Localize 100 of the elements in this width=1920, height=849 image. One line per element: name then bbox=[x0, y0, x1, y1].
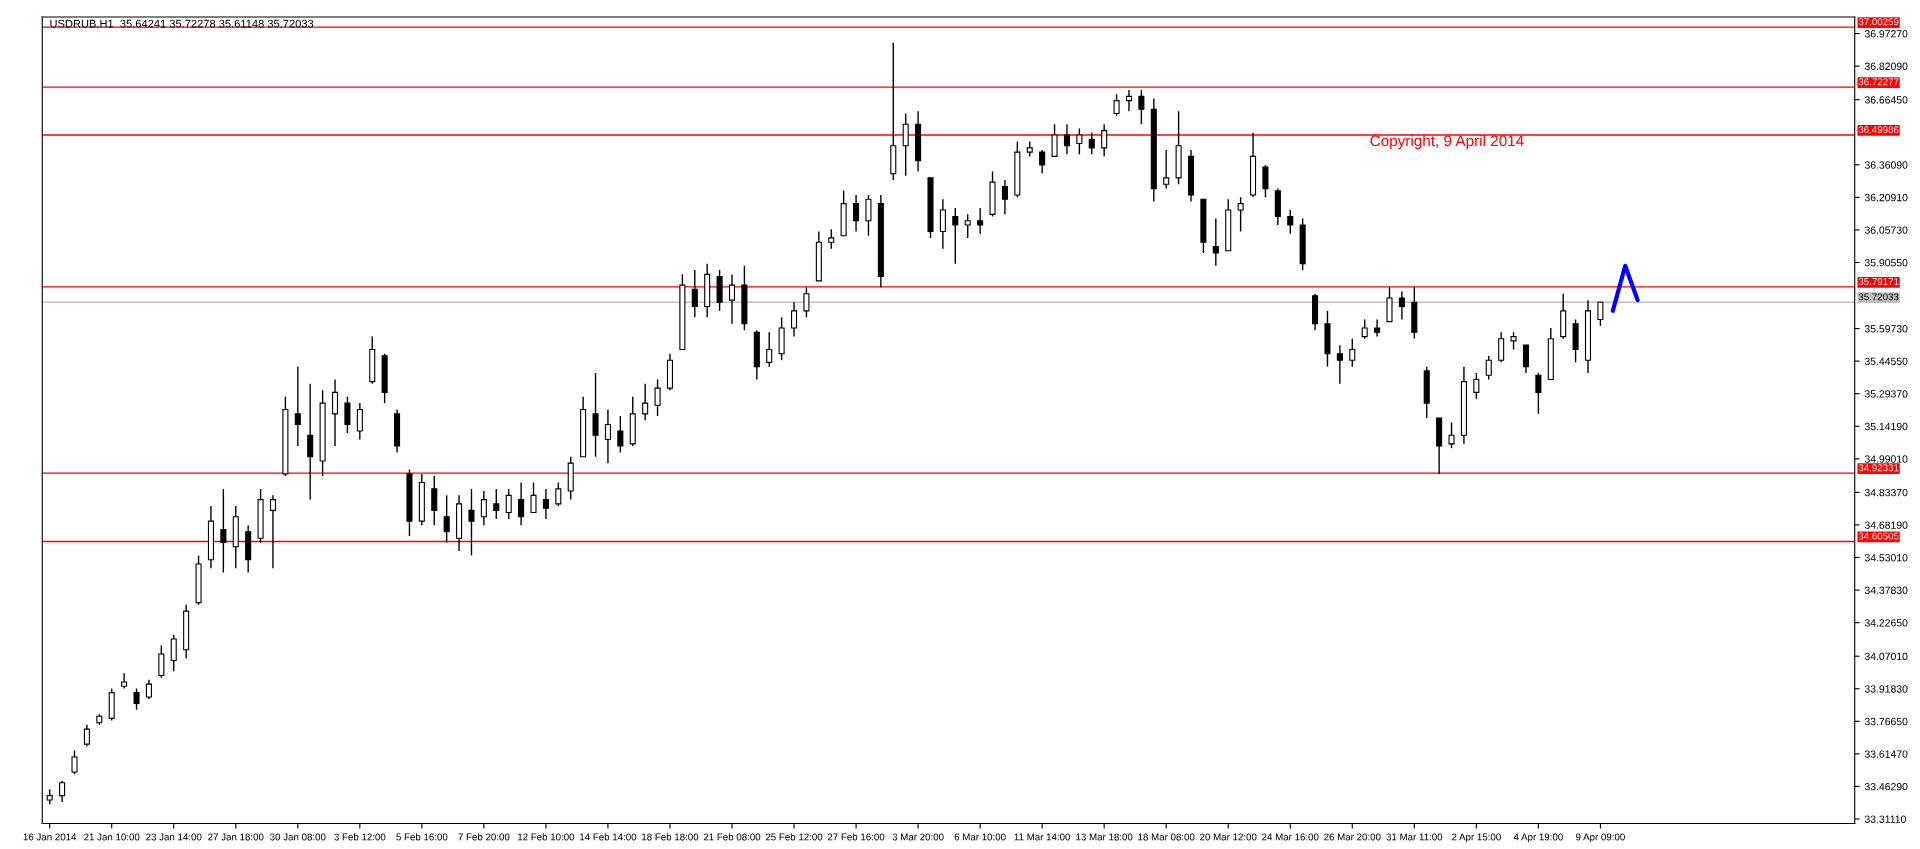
y-tick-label: 35.14190 bbox=[1864, 422, 1908, 431]
x-tick-label: 13 Mar 18:00 bbox=[1076, 833, 1133, 841]
candlestick bbox=[902, 112, 909, 177]
x-tick-label: 18 Mar 08:00 bbox=[1138, 833, 1195, 841]
y-tick-label: 34.83370 bbox=[1864, 488, 1908, 497]
candlestick bbox=[1001, 179, 1008, 216]
candlestick bbox=[1063, 123, 1070, 155]
ref-line-label: 37.00259 bbox=[1858, 18, 1899, 26]
candlestick bbox=[977, 207, 984, 235]
candlestick bbox=[530, 481, 537, 514]
x-tick-label: 4 Apr 19:00 bbox=[1513, 833, 1563, 843]
x-tick-label: 16 Jan 2014 bbox=[23, 833, 77, 841]
candlestick bbox=[1039, 149, 1046, 175]
candlestick bbox=[853, 194, 860, 233]
candlestick bbox=[1361, 318, 1368, 340]
x-tick-label: 3 Feb 12:00 bbox=[334, 833, 386, 841]
candlestick bbox=[728, 273, 736, 325]
x-tick-label: 11 Mar 14:00 bbox=[1014, 833, 1071, 841]
candlestick bbox=[1398, 290, 1405, 321]
y-tick-label: 33.61470 bbox=[1864, 750, 1908, 758]
x-tick-label: 18 Feb 18:00 bbox=[642, 833, 699, 841]
candlestick bbox=[1535, 372, 1542, 415]
candlestick bbox=[691, 269, 698, 318]
candlestick bbox=[952, 207, 959, 265]
y-tick-label: 36.20910 bbox=[1864, 193, 1908, 202]
candlestick bbox=[505, 488, 512, 520]
candlestick bbox=[1088, 132, 1095, 155]
candlestick bbox=[158, 644, 165, 679]
y-tick-label: 36.97270 bbox=[1864, 30, 1908, 38]
candlestick bbox=[83, 724, 90, 748]
candlestick bbox=[654, 378, 661, 417]
x-tick-label: 6 Mar 10:00 bbox=[954, 833, 1006, 841]
candlestick bbox=[1125, 89, 1133, 113]
candlestick bbox=[964, 213, 971, 239]
candlestick bbox=[1163, 149, 1170, 190]
x-tick-label: 21 Feb 08:00 bbox=[703, 833, 761, 841]
candlestick bbox=[1212, 217, 1219, 267]
candlestick bbox=[1051, 123, 1058, 158]
candlestick bbox=[1485, 355, 1492, 381]
y-tick-label: 34.99010 bbox=[1864, 455, 1908, 463]
y-tick-label: 34.68190 bbox=[1864, 521, 1908, 529]
candlestick bbox=[1237, 196, 1244, 233]
y-tick-label: 35.59730 bbox=[1864, 325, 1908, 333]
x-tick-label: 27 Jan 18:00 bbox=[208, 833, 264, 841]
ref-line-label: 35.79171 bbox=[1858, 278, 1899, 285]
candlestick bbox=[865, 194, 872, 237]
candlestick bbox=[1287, 209, 1294, 235]
candlestick bbox=[1498, 331, 1505, 364]
candlestick bbox=[790, 301, 798, 338]
candlestick bbox=[766, 331, 773, 368]
ref-line-label: 34.60505 bbox=[1858, 532, 1899, 540]
x-tick-label: 20 Mar 12:00 bbox=[1200, 833, 1257, 841]
x-tick-label: 31 Mar 11:00 bbox=[1386, 833, 1443, 841]
y-tick-label: 34.37830 bbox=[1864, 586, 1908, 594]
y-tick-label: 33.31110 bbox=[1864, 815, 1906, 823]
x-tick-label: 27 Feb 16:00 bbox=[827, 833, 885, 841]
y-tick-label: 36.05730 bbox=[1864, 226, 1908, 234]
y-tick-label: 33.46290 bbox=[1864, 782, 1908, 791]
candlestick bbox=[1101, 123, 1108, 158]
candlestick bbox=[1522, 344, 1530, 374]
candlestick bbox=[480, 490, 487, 527]
y-tick-label: 33.91830 bbox=[1864, 685, 1908, 693]
candlestick bbox=[828, 228, 835, 250]
ref-line-label: 35.72033 bbox=[1858, 293, 1899, 301]
candlestick bbox=[145, 679, 152, 700]
candlestick bbox=[1448, 421, 1455, 449]
chart-title: USDRUB.H1 35.64241 35.72278 35.61148 35.72033 bbox=[50, 19, 314, 28]
x-tick-label: 23 Jan 14:00 bbox=[146, 833, 202, 841]
y-tick-label: 34.22650 bbox=[1864, 619, 1908, 627]
candlestick bbox=[307, 383, 314, 501]
candlestick bbox=[443, 494, 450, 544]
x-tick-label: 3 Mar 20:00 bbox=[892, 833, 944, 841]
x-tick-label: 14 Feb 14:00 bbox=[580, 833, 637, 841]
candlestick bbox=[220, 488, 227, 574]
candlestick bbox=[642, 383, 649, 421]
candlestick bbox=[331, 378, 339, 447]
y-tick-label: 34.07010 bbox=[1864, 652, 1908, 661]
x-tick-label: 25 Feb 12:00 bbox=[765, 833, 823, 841]
y-tick-label: 35.90550 bbox=[1864, 258, 1908, 267]
candlestick bbox=[1262, 164, 1269, 198]
y-tick-label: 36.82090 bbox=[1864, 62, 1908, 70]
candlestick bbox=[617, 415, 624, 454]
candlestick bbox=[468, 488, 475, 557]
candlestick bbox=[604, 408, 611, 464]
annotation: Copyright, 9 April 2014 bbox=[1370, 134, 1524, 150]
candlestick bbox=[344, 395, 351, 434]
candlestick bbox=[431, 475, 438, 527]
candlestick bbox=[592, 372, 599, 458]
candlestick bbox=[1113, 93, 1120, 117]
candlestick bbox=[555, 481, 562, 507]
candlestick bbox=[518, 481, 525, 527]
y-tick-label: 33.76650 bbox=[1864, 717, 1908, 726]
candlestick bbox=[133, 687, 140, 711]
candlestick bbox=[59, 779, 66, 803]
x-tick-label: 24 Mar 16:00 bbox=[1262, 833, 1319, 841]
y-tick-label: 35.44550 bbox=[1864, 357, 1908, 366]
candlestick bbox=[1138, 89, 1145, 125]
candlestick bbox=[1597, 301, 1604, 327]
candlestick bbox=[1349, 338, 1356, 368]
candlestick bbox=[803, 286, 810, 318]
